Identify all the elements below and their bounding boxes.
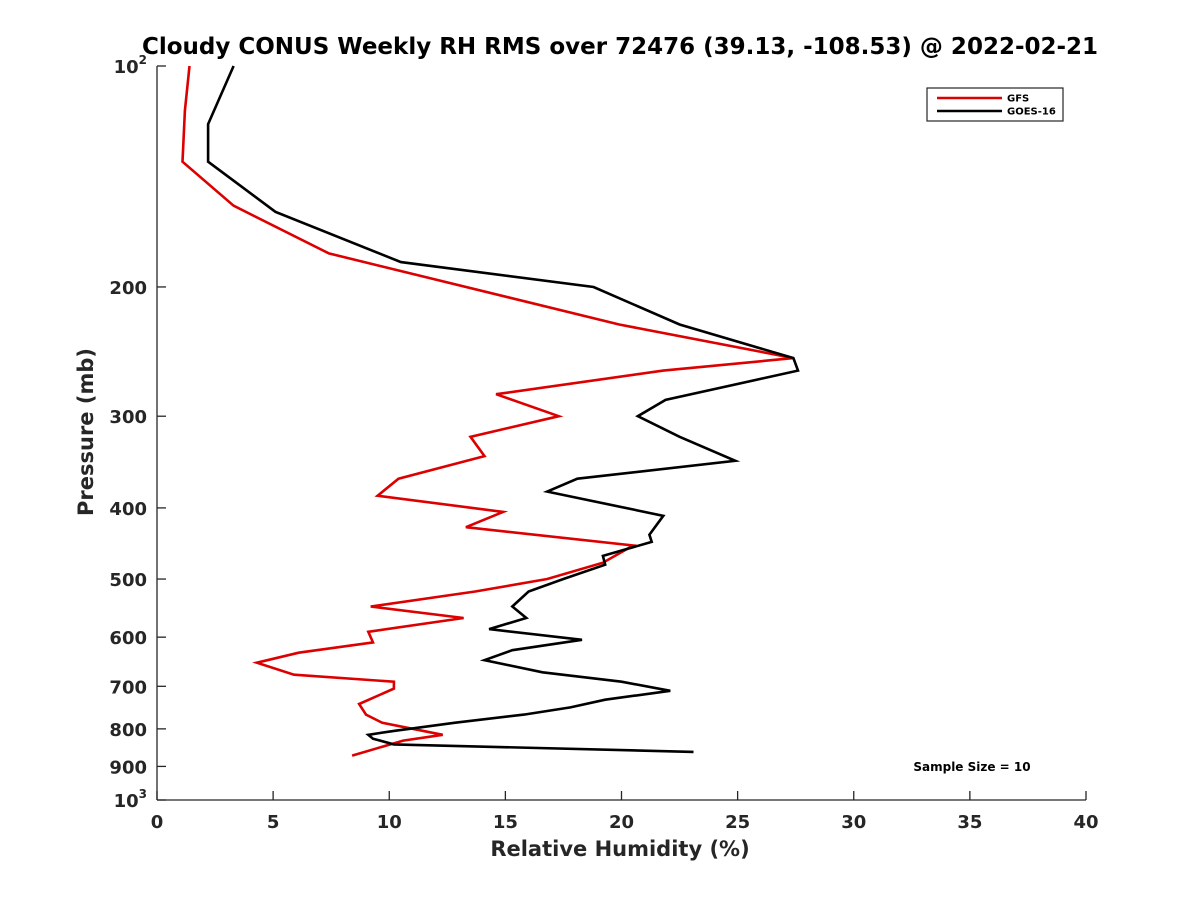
x-tick-label: 10 <box>377 812 402 833</box>
legend: GFS GOES-16 <box>926 87 1064 122</box>
sample-size-annotation: Sample Size = 10 <box>913 760 1030 774</box>
series-line-goes-16 <box>206 65 800 754</box>
y-axis-label: Pressure (mb) <box>74 348 98 516</box>
series-layer <box>181 65 800 757</box>
y-tick-label: 600 <box>109 628 147 649</box>
x-tick-label: 40 <box>1073 812 1098 833</box>
y-tick-label: 300 <box>109 407 147 428</box>
y-tick-label: 900 <box>109 757 147 778</box>
legend-label: GOES-16 <box>1007 107 1056 118</box>
x-tick-label: 5 <box>267 812 280 833</box>
y-tick-label: 103 <box>114 787 147 812</box>
x-tick-label: 30 <box>841 812 866 833</box>
series-line-gfs <box>181 65 794 757</box>
legend-box <box>926 87 1064 122</box>
x-tick-label: 15 <box>493 812 518 833</box>
y-tick-label: 102 <box>114 53 147 78</box>
chart-title: Cloudy CONUS Weekly RH RMS over 72476 (3… <box>142 34 1098 60</box>
y-tick-label: 800 <box>109 720 147 741</box>
y-tick-label: 400 <box>109 499 147 520</box>
x-tick-label: 25 <box>725 812 750 833</box>
y-tick-label: 700 <box>109 677 147 698</box>
y-tick-label: 200 <box>109 278 147 299</box>
legend-label: GFS <box>1007 94 1029 105</box>
x-axis-label: Relative Humidity (%) <box>490 837 749 861</box>
x-tick-label: 20 <box>609 812 634 833</box>
plot-axes: 0 5 10 15 20 25 30 35 40 102 200 300 400 500 600 700 800… <box>109 53 1098 833</box>
y-tick-label: 500 <box>109 570 147 591</box>
x-tick-label: 35 <box>957 812 982 833</box>
x-tick-label: 0 <box>151 812 164 833</box>
